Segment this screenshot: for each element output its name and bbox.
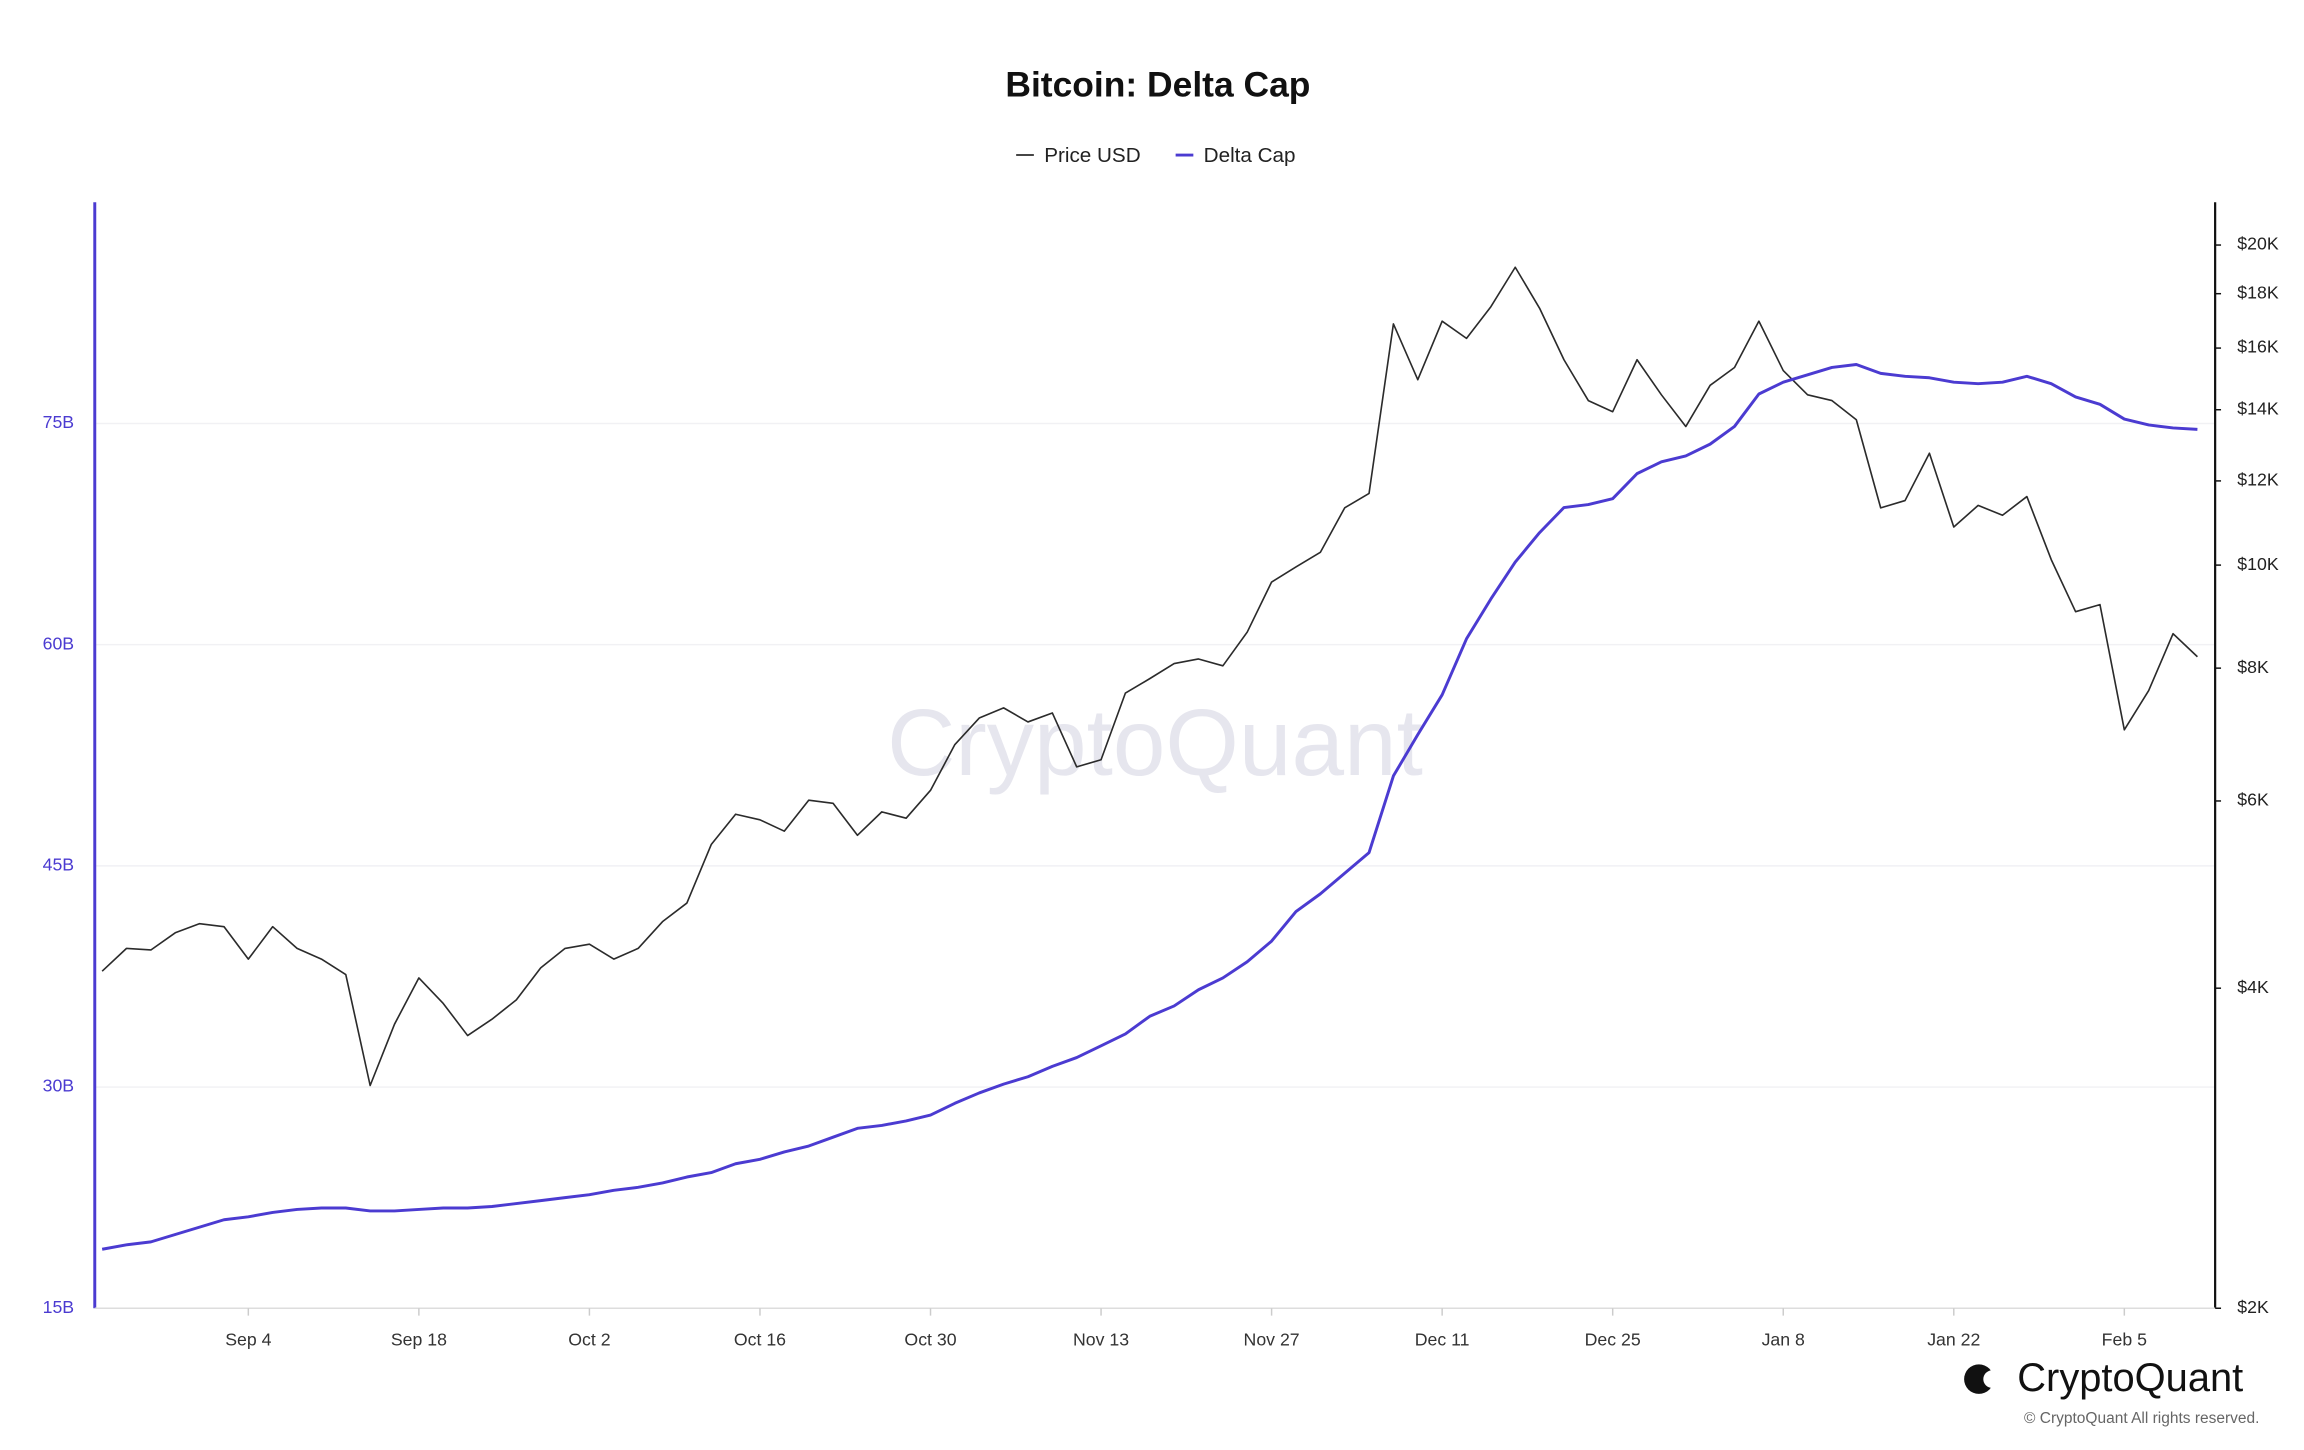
y2-tick-label: $4K [2237,977,2269,997]
x-tick-label: Jan 22 [1927,1329,1980,1349]
x-tick-label: Nov 13 [1073,1329,1129,1349]
x-tick-label: Nov 27 [1244,1329,1300,1349]
y-tick-label: 15B [43,1297,75,1317]
copyright: © CryptoQuant All rights reserved. [2024,1410,2259,1427]
y2-tick-label: $18K [2237,282,2279,302]
y2-tick-label: $16K [2237,337,2279,357]
y-tick-label: 30B [43,1076,75,1096]
legend-label: Delta Cap [1204,144,1296,167]
y2-tick-label: $2K [2237,1297,2269,1317]
y-tick-label: 75B [43,412,75,432]
x-tick-label: Oct 16 [734,1329,786,1349]
x-tick-label: Jan 8 [1762,1329,1805,1349]
x-tick-label: Sep 4 [225,1329,271,1349]
brand-name: CryptoQuant [2017,1356,2243,1400]
series-line [101,266,2198,1087]
logo-icon [1964,1364,1994,1394]
watermark: CryptoQuant [887,690,1423,796]
x-tick-label: Feb 5 [2102,1329,2147,1349]
y-tick-label: 60B [43,633,75,653]
logo-icon-cut [1983,1370,2002,1388]
series-line [101,363,2198,1251]
y2-tick-label: $6K [2237,790,2269,810]
x-tick-label: Oct 2 [568,1329,610,1349]
y2-tick-label: $12K [2237,470,2279,490]
legend-label: Price USD [1044,144,1140,167]
y2-tick-label: $10K [2237,554,2279,574]
chart-title: Bitcoin: Delta Cap [1005,64,1310,104]
x-tick-label: Dec 11 [1415,1329,1470,1349]
y-tick-label: 45B [43,855,75,875]
brand-logo [1964,1364,2002,1394]
x-tick-label: Sep 18 [391,1329,447,1349]
x-tick-label: Dec 25 [1585,1329,1641,1349]
y2-tick-label: $8K [2237,657,2269,677]
y2-tick-label: $20K [2237,234,2279,254]
x-tick-label: Oct 30 [904,1329,956,1349]
y2-tick-label: $14K [2237,398,2279,418]
